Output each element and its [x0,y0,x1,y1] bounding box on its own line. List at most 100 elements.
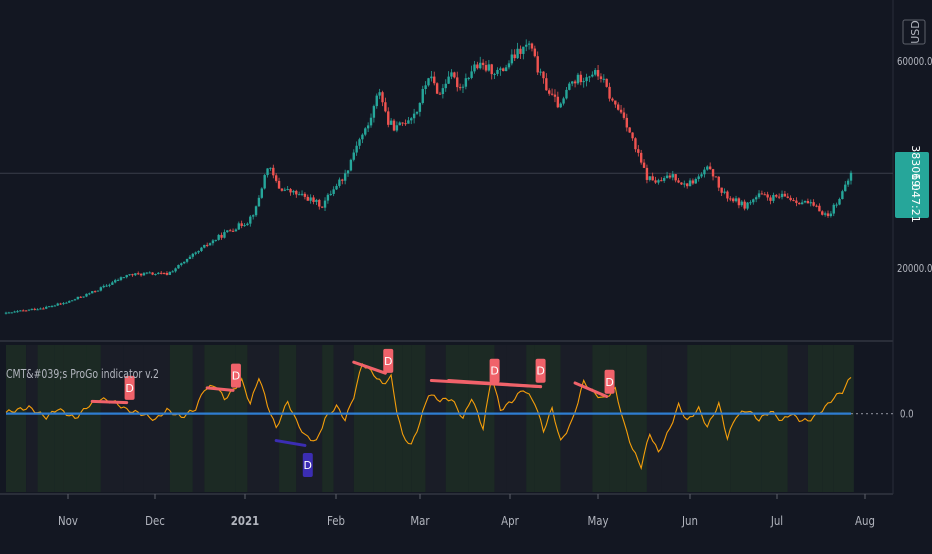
candle [366,122,370,133]
candle-body [752,199,755,203]
candle-body [27,309,31,311]
indicator-band [247,345,280,492]
candle [68,300,71,303]
candle [260,187,263,199]
candle-body [306,196,309,201]
candle [841,189,844,200]
candle-body [151,272,154,275]
candle [542,71,545,84]
candle-body [205,244,209,246]
candle [504,64,508,72]
candle-body [671,174,675,178]
candle [16,310,19,313]
last-price-label[interactable]: 38306.0 19:47:21 [895,145,929,223]
candle-body [674,174,677,181]
candle [401,122,404,127]
candle [19,310,22,312]
candle [364,127,367,137]
candle [786,193,789,199]
candle-body [194,252,197,254]
candle-body [361,134,364,140]
candle-body [366,125,370,129]
candle-body [789,197,792,201]
candle [502,67,505,72]
candle [246,222,249,226]
candle [297,191,301,196]
candle-body [257,197,261,207]
candle [418,102,422,117]
candle [591,71,594,78]
candle-body [706,166,709,170]
candle [249,215,252,227]
candle-body [211,240,215,244]
candle-body [208,243,212,246]
indicator-band [385,345,403,492]
candle-body [300,193,304,195]
candle-body [513,54,516,59]
candle [59,302,62,305]
candle [479,56,482,70]
price-tick-label: 60000.0 [897,56,932,68]
candle-body [142,273,146,276]
candle [846,178,850,187]
candle-body [427,78,430,86]
currency-label[interactable]: USD [902,19,926,45]
candle [257,195,261,207]
candle-body [85,293,88,297]
time-tick-label: Aug [855,514,875,528]
indicator-band [609,345,627,492]
candle-body [286,189,289,191]
divergence-line [205,386,235,392]
candle [545,73,548,91]
candle-body [642,162,646,168]
candle-body [145,272,149,274]
candle-body [231,230,235,232]
candle-body [309,197,312,201]
candle-body [191,253,195,257]
candle-body [594,70,597,75]
candle [752,198,755,205]
last-price-countdown: 19:47:21 [909,173,922,222]
candle [780,190,784,200]
candle [579,71,583,86]
candle [343,169,347,185]
candle-body [131,274,134,276]
candle [838,197,841,206]
indicator-band [402,345,412,492]
candle-body [453,72,456,78]
candle-body [815,205,818,207]
candle [274,173,278,183]
candle [421,85,424,105]
candle-body [726,191,729,199]
time-tick-label: Apr [501,514,519,528]
candle-body [507,63,511,68]
candle-body [392,120,396,131]
divergence-label: D [125,382,133,395]
candle-body [542,71,545,79]
candle-body [510,54,514,64]
candle [499,66,502,76]
candle-body [812,202,815,206]
indicator-band [425,345,446,492]
candle [576,72,580,85]
divergence-badge [302,453,313,478]
candle-body [688,180,692,187]
candle-body [562,98,565,104]
divergence-badge [383,348,394,373]
candle-body [47,306,51,308]
time-tick-label: Mar [410,514,430,528]
candle-body [803,200,807,203]
candle-body [269,167,272,169]
candle-body [527,43,531,45]
candle-body [364,128,367,135]
candle [662,176,666,183]
candle-body [737,198,741,206]
divergence-line [447,379,543,389]
candle [116,278,120,282]
candle-body [450,72,453,77]
candle [300,190,304,197]
candle [737,197,741,209]
candle [105,284,108,287]
